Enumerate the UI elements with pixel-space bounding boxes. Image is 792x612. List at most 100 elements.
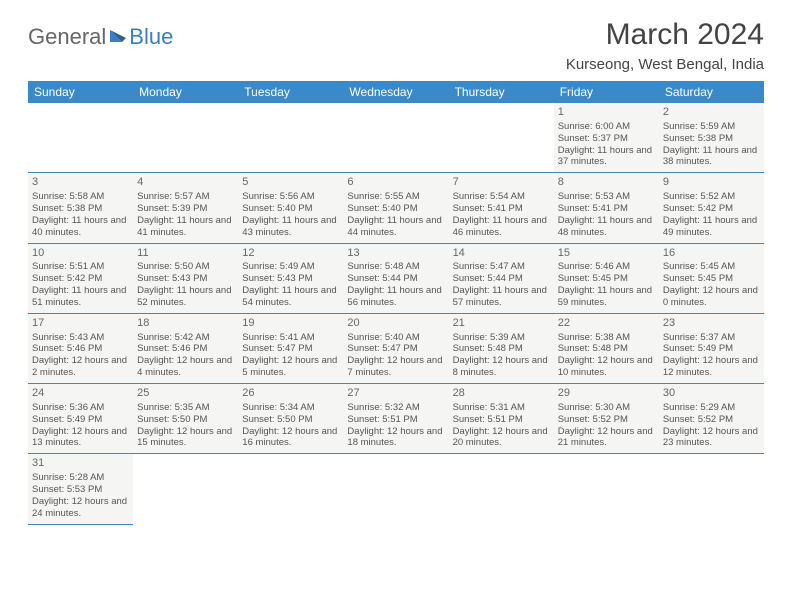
calendar-empty-cell (238, 454, 343, 524)
daylight-line: Daylight: 12 hours and 24 minutes. (32, 496, 129, 520)
daylight-line: Daylight: 11 hours and 52 minutes. (137, 285, 234, 309)
calendar-empty-cell (554, 454, 659, 524)
daylight-line: Daylight: 11 hours and 38 minutes. (663, 145, 760, 169)
daylight-line: Daylight: 12 hours and 13 minutes. (32, 426, 129, 450)
daylight-line: Daylight: 11 hours and 57 minutes. (453, 285, 550, 309)
sunset-line: Sunset: 5:40 PM (242, 203, 339, 215)
calendar-day-cell: 26Sunrise: 5:34 AMSunset: 5:50 PMDayligh… (238, 384, 343, 454)
calendar-day-cell: 7Sunrise: 5:54 AMSunset: 5:41 PMDaylight… (449, 173, 554, 243)
day-number: 28 (453, 387, 550, 401)
calendar-empty-cell (343, 454, 448, 524)
sunrise-line: Sunrise: 5:36 AM (32, 402, 129, 414)
daylight-line: Daylight: 12 hours and 16 minutes. (242, 426, 339, 450)
day-number: 23 (663, 317, 760, 331)
sunset-line: Sunset: 5:45 PM (663, 273, 760, 285)
day-number: 2 (663, 106, 760, 120)
sunrise-line: Sunrise: 5:35 AM (137, 402, 234, 414)
sunset-line: Sunset: 5:48 PM (453, 343, 550, 355)
sunset-line: Sunset: 5:43 PM (242, 273, 339, 285)
brand-part1: General (28, 24, 106, 50)
calendar-empty-cell (28, 103, 133, 173)
calendar-empty-cell (659, 454, 764, 524)
sunrise-line: Sunrise: 5:29 AM (663, 402, 760, 414)
daylight-line: Daylight: 12 hours and 5 minutes. (242, 355, 339, 379)
sunset-line: Sunset: 5:47 PM (242, 343, 339, 355)
daylight-line: Daylight: 11 hours and 51 minutes. (32, 285, 129, 309)
calendar-day-cell: 30Sunrise: 5:29 AMSunset: 5:52 PMDayligh… (659, 384, 764, 454)
day-number: 24 (32, 387, 129, 401)
calendar-day-cell: 19Sunrise: 5:41 AMSunset: 5:47 PMDayligh… (238, 313, 343, 383)
calendar-day-cell: 24Sunrise: 5:36 AMSunset: 5:49 PMDayligh… (28, 384, 133, 454)
sunset-line: Sunset: 5:50 PM (137, 414, 234, 426)
sunset-line: Sunset: 5:39 PM (137, 203, 234, 215)
calendar-day-cell: 14Sunrise: 5:47 AMSunset: 5:44 PMDayligh… (449, 243, 554, 313)
daylight-line: Daylight: 12 hours and 15 minutes. (137, 426, 234, 450)
sunrise-line: Sunrise: 5:53 AM (558, 191, 655, 203)
sunset-line: Sunset: 5:44 PM (347, 273, 444, 285)
sunrise-line: Sunrise: 5:47 AM (453, 261, 550, 273)
sunset-line: Sunset: 5:45 PM (558, 273, 655, 285)
daylight-line: Daylight: 12 hours and 10 minutes. (558, 355, 655, 379)
daylight-line: Daylight: 11 hours and 56 minutes. (347, 285, 444, 309)
calendar-day-cell: 16Sunrise: 5:45 AMSunset: 5:45 PMDayligh… (659, 243, 764, 313)
sunrise-line: Sunrise: 6:00 AM (558, 121, 655, 133)
day-number: 14 (453, 247, 550, 261)
sunset-line: Sunset: 5:46 PM (137, 343, 234, 355)
weekday-header: Monday (133, 81, 238, 103)
daylight-line: Daylight: 11 hours and 49 minutes. (663, 215, 760, 239)
calendar-table: SundayMondayTuesdayWednesdayThursdayFrid… (28, 81, 764, 525)
day-number: 20 (347, 317, 444, 331)
brand-logo: General Blue (28, 18, 173, 50)
calendar-day-cell: 9Sunrise: 5:52 AMSunset: 5:42 PMDaylight… (659, 173, 764, 243)
sunrise-line: Sunrise: 5:30 AM (558, 402, 655, 414)
calendar-day-cell: 22Sunrise: 5:38 AMSunset: 5:48 PMDayligh… (554, 313, 659, 383)
page-title: March 2024 (566, 18, 764, 52)
day-number: 5 (242, 176, 339, 190)
calendar-day-cell: 25Sunrise: 5:35 AMSunset: 5:50 PMDayligh… (133, 384, 238, 454)
sunset-line: Sunset: 5:47 PM (347, 343, 444, 355)
daylight-line: Daylight: 11 hours and 46 minutes. (453, 215, 550, 239)
calendar-empty-cell (238, 103, 343, 173)
sail-icon (108, 24, 128, 50)
sunset-line: Sunset: 5:41 PM (558, 203, 655, 215)
day-number: 8 (558, 176, 655, 190)
sunset-line: Sunset: 5:50 PM (242, 414, 339, 426)
day-number: 6 (347, 176, 444, 190)
day-number: 27 (347, 387, 444, 401)
calendar-day-cell: 20Sunrise: 5:40 AMSunset: 5:47 PMDayligh… (343, 313, 448, 383)
calendar-day-cell: 31Sunrise: 5:28 AMSunset: 5:53 PMDayligh… (28, 454, 133, 524)
weekday-header: Tuesday (238, 81, 343, 103)
daylight-line: Daylight: 12 hours and 4 minutes. (137, 355, 234, 379)
calendar-empty-cell (449, 103, 554, 173)
weekday-header: Sunday (28, 81, 133, 103)
day-number: 17 (32, 317, 129, 331)
weekday-header: Saturday (659, 81, 764, 103)
sunset-line: Sunset: 5:43 PM (137, 273, 234, 285)
calendar-day-cell: 4Sunrise: 5:57 AMSunset: 5:39 PMDaylight… (133, 173, 238, 243)
day-number: 3 (32, 176, 129, 190)
sunrise-line: Sunrise: 5:46 AM (558, 261, 655, 273)
daylight-line: Daylight: 12 hours and 8 minutes. (453, 355, 550, 379)
weekday-header: Thursday (449, 81, 554, 103)
calendar-day-cell: 8Sunrise: 5:53 AMSunset: 5:41 PMDaylight… (554, 173, 659, 243)
brand-part2: Blue (129, 24, 173, 50)
sunrise-line: Sunrise: 5:57 AM (137, 191, 234, 203)
sunset-line: Sunset: 5:49 PM (32, 414, 129, 426)
daylight-line: Daylight: 11 hours and 59 minutes. (558, 285, 655, 309)
day-number: 15 (558, 247, 655, 261)
sunrise-line: Sunrise: 5:40 AM (347, 332, 444, 344)
day-number: 25 (137, 387, 234, 401)
daylight-line: Daylight: 11 hours and 54 minutes. (242, 285, 339, 309)
sunrise-line: Sunrise: 5:45 AM (663, 261, 760, 273)
calendar-empty-cell (133, 454, 238, 524)
sunrise-line: Sunrise: 5:38 AM (558, 332, 655, 344)
calendar-empty-cell (133, 103, 238, 173)
location-label: Kurseong, West Bengal, India (566, 56, 764, 73)
sunrise-line: Sunrise: 5:59 AM (663, 121, 760, 133)
sunrise-line: Sunrise: 5:58 AM (32, 191, 129, 203)
sunset-line: Sunset: 5:51 PM (453, 414, 550, 426)
weekday-header: Friday (554, 81, 659, 103)
day-number: 18 (137, 317, 234, 331)
sunset-line: Sunset: 5:44 PM (453, 273, 550, 285)
day-number: 22 (558, 317, 655, 331)
